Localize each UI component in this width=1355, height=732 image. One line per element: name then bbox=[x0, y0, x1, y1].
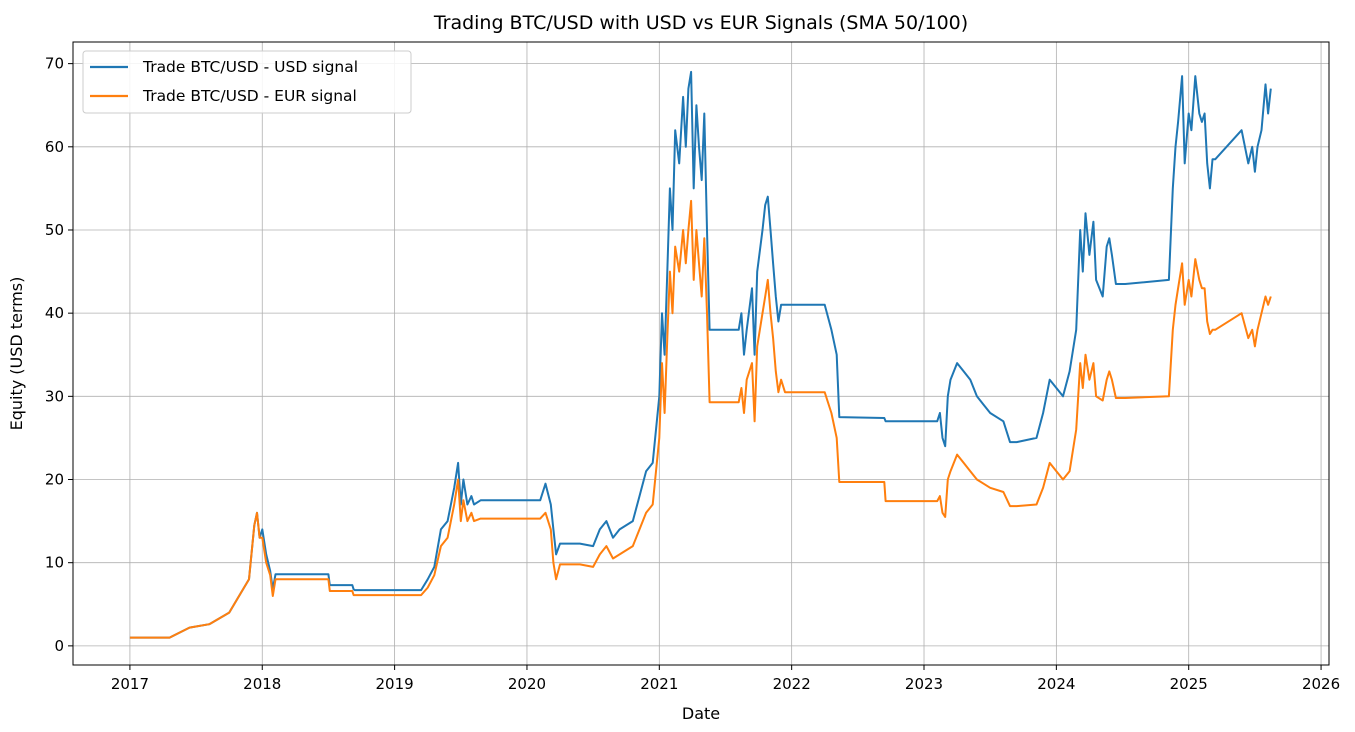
plot-frame bbox=[72, 41, 1330, 666]
y-axis-label: Equity (USD terms) bbox=[7, 277, 26, 431]
y-axis-ticks: 0 10 20 30 40 50 60 70 bbox=[45, 55, 73, 655]
x-tick-label: 2024 bbox=[1037, 675, 1075, 693]
grid bbox=[73, 42, 1329, 665]
y-tick-label: 0 bbox=[54, 637, 64, 655]
legend-label-usd: Trade BTC/USD - USD signal bbox=[142, 58, 358, 76]
chart-title: Trading BTC/USD with USD vs EUR Signals … bbox=[433, 12, 968, 34]
x-tick-label: 2020 bbox=[508, 675, 546, 693]
series-layer bbox=[129, 70, 1272, 639]
y-tick-label: 50 bbox=[45, 221, 64, 239]
x-tick-label: 2018 bbox=[243, 675, 281, 693]
x-tick-label: 2025 bbox=[1170, 675, 1208, 693]
y-tick-label: 60 bbox=[45, 138, 64, 156]
x-tick-label: 2022 bbox=[773, 675, 811, 693]
y-tick-label: 70 bbox=[45, 55, 64, 73]
x-axis-ticks: 2017 2018 2019 2020 2021 2022 2023 2024 2025 2026 bbox=[111, 665, 1340, 693]
x-tick-label: 2023 bbox=[905, 675, 943, 693]
legend-box bbox=[82, 50, 412, 114]
legend: Trade BTC/USD - USD signal Trade BTC/USD… bbox=[82, 50, 412, 114]
legend-label-eur: Trade BTC/USD - EUR signal bbox=[142, 87, 357, 105]
x-tick-label: 2021 bbox=[640, 675, 678, 693]
y-tick-label: 30 bbox=[45, 387, 64, 405]
x-tick-label: 2026 bbox=[1302, 675, 1340, 693]
y-tick-label: 20 bbox=[45, 471, 64, 489]
y-tick-label: 10 bbox=[45, 554, 64, 572]
series-line-usd-signal bbox=[129, 70, 1272, 639]
x-axis-label: Date bbox=[682, 704, 720, 723]
x-tick-label: 2019 bbox=[376, 675, 414, 693]
x-tick-label: 2017 bbox=[111, 675, 149, 693]
y-tick-label: 40 bbox=[45, 304, 64, 322]
series-line-eur-signal bbox=[129, 199, 1272, 639]
